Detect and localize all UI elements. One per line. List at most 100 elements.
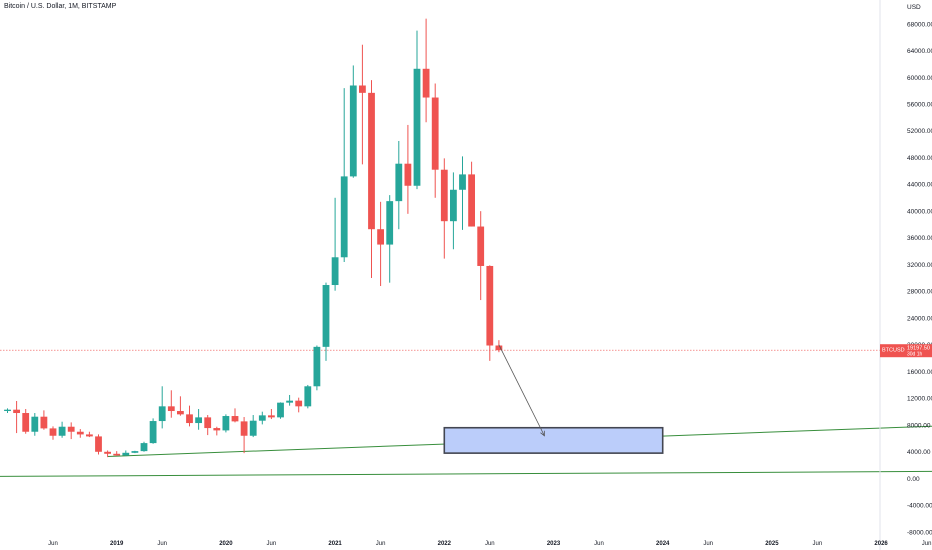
y-tick-label: 64000.00: [907, 48, 932, 55]
candle-body: [258, 415, 266, 421]
candle-body: [4, 409, 11, 412]
candle-body: [277, 402, 284, 418]
y-tick-label: 40000.00: [907, 208, 932, 215]
candle: [177, 396, 184, 416]
candle-body: [386, 201, 394, 245]
projection-arrow: [498, 344, 545, 436]
candle: [213, 426, 221, 436]
candle-body: [304, 386, 312, 407]
candle-body: [413, 68, 421, 186]
candle: [322, 282, 330, 361]
candle: [268, 409, 275, 420]
candle-body: [422, 68, 430, 98]
candle-body: [49, 428, 57, 436]
candle: [459, 156, 466, 230]
candle-body: [95, 436, 102, 452]
candle: [368, 80, 375, 278]
candle-body: [268, 415, 275, 418]
y-tick-label: 0.00: [907, 476, 920, 483]
x-tick-label: 2022: [438, 541, 452, 547]
candle-body: [113, 453, 121, 456]
candle: [40, 410, 48, 430]
candle: [122, 450, 130, 456]
candle: [295, 397, 303, 413]
candle: [113, 451, 121, 456]
candle: [195, 409, 202, 430]
y-tick-label: 16000.00: [907, 369, 932, 376]
x-tick-label: 2021: [328, 541, 342, 547]
trendline: [0, 470, 932, 477]
candle-body: [167, 406, 175, 412]
candle: [450, 172, 457, 250]
y-tick-label: 56000.00: [907, 102, 932, 109]
y-tick-label: 68000.00: [907, 21, 932, 28]
price-tag-symbol: BTCUSD: [882, 348, 905, 354]
x-tick-label: Jun: [813, 541, 823, 547]
x-tick-label: 2026: [874, 541, 888, 547]
x-tick-label: Jun: [922, 541, 932, 547]
candle-body: [40, 416, 48, 429]
candle: [304, 384, 312, 409]
candle-body: [231, 416, 239, 422]
candle-body: [313, 346, 321, 387]
y-tick-label: 60000.00: [907, 75, 932, 82]
candle: [222, 414, 230, 433]
candle: [140, 441, 148, 452]
candle-body: [495, 345, 503, 351]
candle-body: [349, 85, 357, 177]
x-tick-label: 2024: [656, 541, 670, 547]
candle-body: [249, 420, 257, 436]
y-tick-label: 44000.00: [907, 182, 932, 189]
candle-body: [431, 97, 439, 170]
candle: [149, 418, 157, 444]
candle-body: [440, 169, 448, 222]
candle-body: [395, 163, 403, 202]
x-tick-label: Jun: [157, 541, 167, 547]
arrow-head: [540, 430, 545, 437]
candle-body: [322, 285, 330, 347]
x-tick-label: 2023: [547, 541, 561, 547]
y-tick-label: 52000.00: [907, 128, 932, 135]
candle: [31, 413, 39, 436]
candle-body: [213, 428, 221, 431]
candle-body: [331, 257, 339, 286]
target-box-layer: [443, 426, 664, 454]
x-tick-label: Jun: [48, 541, 58, 547]
candle: [431, 83, 439, 198]
candle-body: [131, 451, 139, 453]
x-tick-label: Jun: [594, 541, 604, 547]
candle: [440, 158, 448, 259]
candle: [404, 124, 412, 214]
x-tick-label: Jun: [485, 541, 495, 547]
x-tick-label: Jun: [376, 541, 386, 547]
candle: [95, 434, 102, 455]
candle-body: [459, 174, 466, 190]
target-box: [443, 426, 664, 454]
y-tick-label: 36000.00: [907, 235, 932, 242]
y-tick-label: 48000.00: [907, 155, 932, 162]
candle-body: [404, 163, 412, 186]
candle: [495, 340, 503, 353]
y-tick-label: 4000.00: [907, 449, 931, 456]
candle: [468, 161, 475, 227]
candle-body: [468, 174, 475, 227]
candle: [249, 415, 257, 438]
y-tick-label: 24000.00: [907, 315, 932, 322]
x-tick-label: 2025: [765, 541, 779, 547]
candle-body: [122, 452, 130, 456]
candle-body: [104, 451, 111, 454]
candle: [413, 30, 421, 190]
candles-layer: [4, 18, 503, 458]
candle: [286, 394, 293, 406]
candle: [204, 415, 212, 436]
y-tick-label: 12000.00: [907, 396, 932, 403]
candle: [486, 265, 494, 361]
candle-body: [377, 229, 384, 245]
candle-body: [149, 421, 157, 444]
y-tick-label: 32000.00: [907, 262, 932, 269]
candle-body: [286, 400, 293, 403]
price-tag-countdown: 30d 1h: [907, 352, 923, 358]
candle: [13, 400, 20, 434]
